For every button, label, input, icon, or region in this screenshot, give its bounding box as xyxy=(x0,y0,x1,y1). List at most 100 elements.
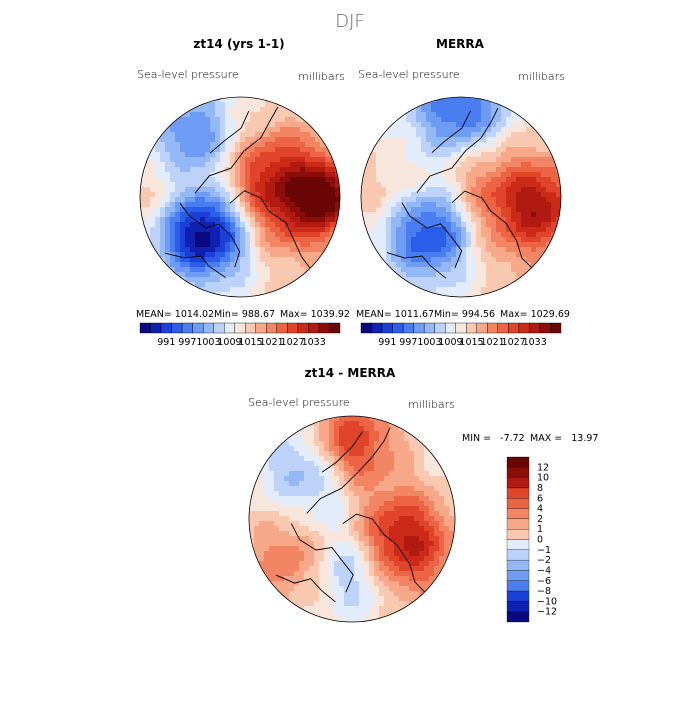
field-cell xyxy=(416,147,422,153)
field-cell xyxy=(461,232,467,238)
field-cell xyxy=(274,491,280,497)
field-cell xyxy=(374,546,380,552)
field-cell xyxy=(466,167,472,173)
field-cell xyxy=(354,451,360,457)
field-cell xyxy=(339,526,345,532)
field-cell xyxy=(295,152,301,158)
field-cell xyxy=(265,257,271,263)
field-cell xyxy=(235,202,241,208)
field-cell xyxy=(406,267,412,273)
field-cell xyxy=(280,202,286,208)
field-cell xyxy=(431,177,437,183)
field-cell xyxy=(391,197,397,203)
field-cell xyxy=(506,187,512,193)
field-cell xyxy=(384,521,390,527)
field-cell xyxy=(334,501,340,507)
colorbar-tick-label: 1 xyxy=(537,524,543,535)
field-cell xyxy=(481,182,487,188)
field-cell xyxy=(185,197,191,203)
field-cell xyxy=(481,282,487,288)
field-cell xyxy=(310,232,316,238)
field-cell xyxy=(304,441,310,447)
field-cell xyxy=(406,187,412,193)
field-cell xyxy=(414,576,420,582)
field-cell xyxy=(215,162,221,168)
field-cell xyxy=(299,601,305,607)
field-cell xyxy=(456,192,462,198)
field-cell xyxy=(280,127,286,133)
field-cell xyxy=(200,117,206,123)
field-cell xyxy=(496,207,502,213)
field-cell xyxy=(444,506,450,512)
field-cell xyxy=(235,187,241,193)
field-cell xyxy=(389,556,395,562)
field-cell xyxy=(270,122,276,128)
field-cell xyxy=(344,616,350,622)
field-cell xyxy=(200,237,206,243)
field-cell xyxy=(396,137,402,143)
colorbar-swatch xyxy=(518,322,530,334)
field-cell xyxy=(429,481,435,487)
field-cell xyxy=(200,262,206,268)
field-cell xyxy=(421,262,427,268)
field-cell xyxy=(205,182,211,188)
field-cell xyxy=(379,501,385,507)
field-cell xyxy=(280,192,286,198)
field-cell xyxy=(265,222,271,228)
field-cell xyxy=(369,511,375,517)
field-cell xyxy=(270,192,276,198)
field-cell xyxy=(364,491,370,497)
field-cell xyxy=(496,132,502,138)
field-cell xyxy=(205,272,211,278)
field-cell xyxy=(200,112,206,118)
colorbar-swatch xyxy=(506,601,530,612)
field-cell xyxy=(230,247,236,253)
field-cell xyxy=(374,526,380,532)
field-cell xyxy=(289,501,295,507)
field-cell xyxy=(501,197,507,203)
field-cell xyxy=(329,426,335,432)
field-cell xyxy=(391,207,397,213)
field-cell xyxy=(426,127,432,133)
field-cell xyxy=(401,227,407,233)
field-cell xyxy=(541,132,547,138)
field-cell xyxy=(165,192,171,198)
field-cell xyxy=(259,486,265,492)
field-cell xyxy=(175,237,181,243)
field-cell xyxy=(516,222,522,228)
field-cell xyxy=(369,471,375,477)
field-cell xyxy=(431,217,437,223)
field-cell xyxy=(245,292,251,297)
field-cell xyxy=(215,237,221,243)
field-cell xyxy=(421,192,427,198)
field-cell xyxy=(446,242,452,248)
field-cell xyxy=(145,162,151,168)
field-cell xyxy=(265,117,271,123)
field-cell xyxy=(250,292,256,297)
field-cell xyxy=(314,581,320,587)
field-cell xyxy=(280,177,286,183)
field-cell xyxy=(319,491,325,497)
field-cell xyxy=(155,227,161,233)
field-cell xyxy=(330,227,336,233)
field-cell xyxy=(215,267,221,273)
field-cell xyxy=(551,222,557,228)
colorbar-swatch xyxy=(506,559,530,571)
field-cell xyxy=(439,486,445,492)
field-cell xyxy=(260,212,266,218)
field-cell xyxy=(195,122,201,128)
field-cell xyxy=(310,127,316,133)
colorbar-tick-label: 0 xyxy=(537,535,543,546)
field-cell xyxy=(446,272,452,278)
field-cell xyxy=(406,242,412,248)
field-cell xyxy=(496,142,502,148)
field-cell xyxy=(330,167,336,173)
field-cell xyxy=(531,172,537,178)
field-cell xyxy=(366,157,372,163)
field-cell xyxy=(210,232,216,238)
field-cell xyxy=(374,496,380,502)
colorbar-tick-label: 1015 xyxy=(459,337,483,348)
field-cell xyxy=(501,277,507,283)
field-cell xyxy=(330,207,336,213)
field-cell xyxy=(220,167,226,173)
